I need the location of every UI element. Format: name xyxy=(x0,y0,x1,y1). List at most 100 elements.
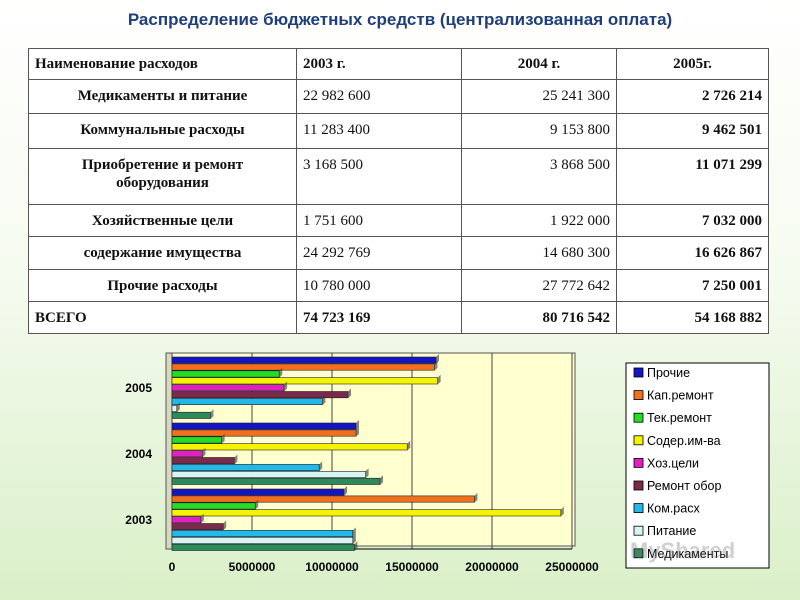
bar-depth xyxy=(319,461,323,472)
legend-swatch xyxy=(633,503,644,514)
legend-label: Ремонт обор xyxy=(647,479,721,493)
bar-depth xyxy=(352,527,356,538)
bar-depth xyxy=(284,381,287,392)
budget-table: Наименование расходов 2003 г. 2004 г. 20… xyxy=(28,47,769,335)
bar-depth xyxy=(356,420,359,430)
row-label: Коммунальные расходы xyxy=(28,113,297,149)
legend-swatch xyxy=(633,435,644,446)
legend-swatch xyxy=(633,548,644,559)
cell-2005: 16 626 867 xyxy=(616,236,769,270)
table-row: Коммунальные расходы 11 283 400 9 153 80… xyxy=(28,113,769,149)
table-row: Прочие расходы 10 780 000 27 772 642 7 2… xyxy=(28,268,769,302)
bar-depth xyxy=(223,520,227,531)
bar-depth xyxy=(202,447,206,458)
cell-2004: 25 241 300 xyxy=(461,79,617,115)
y-tick-label: 2004 xyxy=(125,447,152,461)
plot-side-wall xyxy=(165,352,173,550)
legend-swatch xyxy=(633,525,644,536)
row-label: Медикаменты и питание xyxy=(28,79,297,115)
legend-label: Ком.расх xyxy=(647,502,700,516)
cell-2004: 14 680 300 xyxy=(461,236,617,270)
x-tick-label: 0 xyxy=(169,560,176,574)
bar-depth xyxy=(407,440,411,451)
x-tick-label: 20000000 xyxy=(465,560,519,574)
cell-2005: 11 071 299 xyxy=(616,147,769,206)
bar-depth xyxy=(365,468,369,479)
bar-2004-0 xyxy=(171,422,357,430)
bar-depth xyxy=(344,486,347,496)
row-label: содержание имущества xyxy=(28,236,297,270)
bar-depth xyxy=(176,402,180,413)
table-row: содержание имущества 24 292 769 14 680 3… xyxy=(28,236,769,270)
bar-depth xyxy=(348,388,351,399)
bar-2003-6 xyxy=(171,530,354,538)
cell-2004: 3 868 500 xyxy=(461,147,617,206)
bar-depth xyxy=(255,499,259,510)
total-2005: 54 168 882 xyxy=(616,300,769,335)
bar-2005-7 xyxy=(171,404,178,412)
legend-swatch xyxy=(633,412,644,423)
legend-label: Содер.им-ва xyxy=(647,434,721,448)
legend-swatch xyxy=(633,390,644,401)
bar-2005-2 xyxy=(171,370,280,378)
cell-2003: 1 751 600 xyxy=(296,204,462,238)
bar-2004-5 xyxy=(171,457,235,465)
bar-depth xyxy=(380,475,383,486)
bar-2005-0 xyxy=(171,356,437,364)
bar-2003-0 xyxy=(171,488,345,496)
bar-2005-4 xyxy=(171,384,285,392)
y-tick-label: 2003 xyxy=(125,513,152,527)
bar-2004-6 xyxy=(171,464,320,471)
bar-depth xyxy=(279,367,283,378)
table-row: Приобретение и ремонт оборудования 3 168… xyxy=(28,147,769,206)
bar-depth xyxy=(474,492,478,503)
legend-swatch xyxy=(633,367,644,378)
bar-2003-7 xyxy=(171,536,354,544)
bar-2003-8 xyxy=(171,543,355,551)
legend-label: Тек.ремонт xyxy=(647,411,712,425)
bar-depth xyxy=(200,513,204,524)
bar-2005-5 xyxy=(171,391,349,399)
bar-depth xyxy=(437,374,441,385)
bar-2003-4 xyxy=(171,516,202,524)
bar-2004-8 xyxy=(171,477,381,485)
row-label: Прочие расходы xyxy=(28,268,297,302)
bar-2004-7 xyxy=(171,470,366,478)
cell-2003: 3 168 500 xyxy=(296,147,462,206)
bar-depth xyxy=(210,409,214,420)
bar-2004-3 xyxy=(171,443,408,451)
bar-depth xyxy=(436,354,439,364)
bar-2005-3 xyxy=(171,377,438,385)
bar-2003-5 xyxy=(171,523,224,531)
bar-depth xyxy=(221,433,225,444)
header-2005: 2005г. xyxy=(616,47,769,81)
total-label: ВСЕГО xyxy=(28,300,297,335)
cell-2003: 24 292 769 xyxy=(296,236,462,270)
bar-2005-8 xyxy=(171,411,211,419)
slide-title: Распределение бюджетных средств (централ… xyxy=(127,10,673,29)
bar-depth xyxy=(234,454,238,465)
x-tick-label: 15000000 xyxy=(385,560,439,574)
cell-2003: 10 780 000 xyxy=(296,268,462,302)
total-2004: 80 716 542 xyxy=(461,300,617,335)
bar-2005-1 xyxy=(171,363,435,371)
bar-2004-2 xyxy=(171,436,222,444)
legend-label: Питание xyxy=(647,524,696,538)
legend-box xyxy=(625,362,770,569)
header-2004: 2004 г. xyxy=(461,47,617,81)
bar-depth xyxy=(560,506,564,517)
legend-swatch xyxy=(633,480,644,491)
bar-2005-6 xyxy=(171,398,323,405)
legend-label: Хоз.цели xyxy=(647,456,699,470)
table-row: Медикаменты и питание 22 982 600 25 241 … xyxy=(28,79,769,115)
bar-depth xyxy=(322,395,326,406)
legend-swatch xyxy=(633,457,644,468)
legend-label: Прочие xyxy=(647,366,690,380)
bar-depth xyxy=(434,360,438,371)
x-tick-label: 25000000 xyxy=(545,560,599,574)
bar-2004-1 xyxy=(171,429,357,437)
x-tick-label: 5000000 xyxy=(229,560,276,574)
bar-2003-1 xyxy=(171,495,475,503)
bar-depth xyxy=(356,426,359,437)
